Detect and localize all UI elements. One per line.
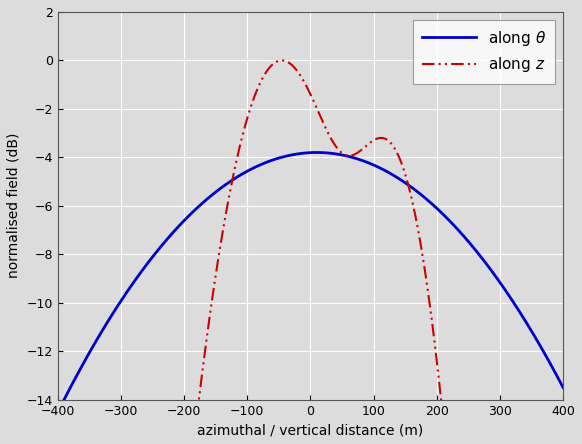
along $z$ [300,79,307,84]
along $\theta$ [300,151,307,156]
X-axis label: azimuthal / vertical distance (m): azimuthal / vertical distance (m) [197,423,424,437]
Y-axis label: normalised field (dB): normalised field (dB) [7,133,21,278]
along $\theta$ [452,225,459,230]
along $\theta$ [54,409,61,415]
along $\theta$ [313,150,320,155]
along $z$ [287,61,294,67]
along $\theta$ [545,358,552,364]
Line: along $z$: along $z$ [58,60,563,444]
Line: along $\theta$: along $\theta$ [58,152,563,412]
along $\theta$ [80,361,87,366]
along $z$ [278,58,285,63]
along $\theta$ [286,153,293,158]
Legend: along $\theta$, along $z$: along $\theta$, along $z$ [413,20,555,83]
along $\theta$ [560,385,567,390]
along $\theta$ [545,358,552,363]
